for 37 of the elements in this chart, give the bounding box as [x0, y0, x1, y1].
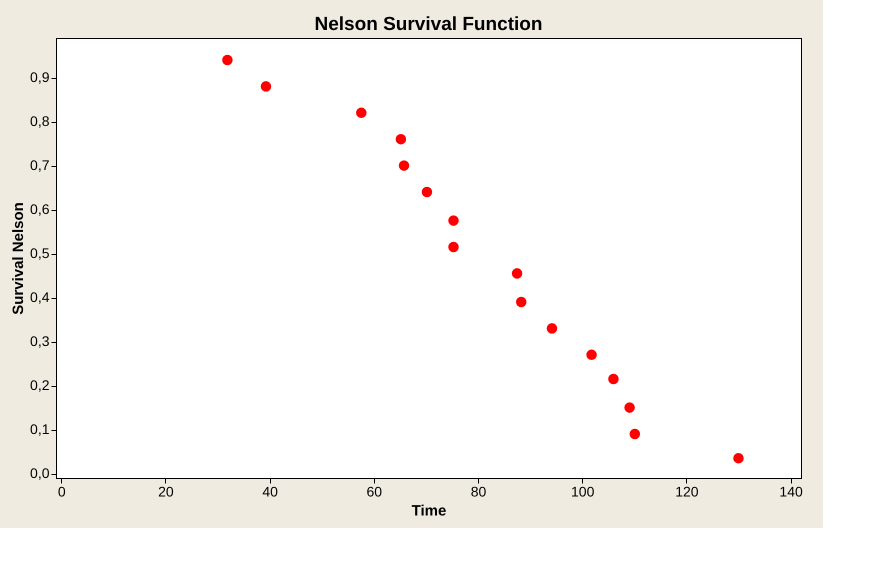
point: [630, 428, 640, 440]
point: [448, 242, 459, 252]
y-tick-label: 0,5: [30, 245, 50, 262]
point: [398, 160, 410, 171]
point: [422, 186, 432, 198]
y-tick-label: 0,0: [30, 465, 50, 482]
y-tick-label: 0,4: [30, 289, 50, 306]
chart-title: Nelson Survival Function: [314, 14, 543, 35]
point: [624, 402, 635, 413]
point: [512, 268, 522, 279]
x-tick-label: 140: [779, 484, 803, 500]
point: [608, 374, 619, 384]
point: [222, 54, 233, 66]
y-axis-title: Survival Nelson: [10, 202, 28, 315]
x-tick-label: 120: [675, 484, 699, 500]
point: [396, 134, 406, 144]
y-tick-label: 0,2: [30, 377, 50, 394]
point: [733, 452, 744, 464]
point: [586, 350, 597, 360]
point: [516, 296, 526, 308]
point: [546, 323, 558, 334]
point: [448, 215, 459, 226]
point: [260, 81, 272, 92]
x-tick-label: 100: [571, 484, 595, 500]
x-tick-label: 40: [262, 484, 278, 500]
y-tick-label: 0,6: [30, 201, 50, 218]
x-tick-label: 20: [158, 484, 174, 500]
x-tick-label: 60: [366, 484, 382, 500]
y-tick-label: 0,9: [30, 69, 50, 86]
point: [356, 108, 367, 118]
y-tick-label: 0,1: [30, 421, 50, 438]
y-tick-label: 0,8: [30, 113, 50, 130]
x-axis-title: Time: [412, 502, 446, 520]
y-tick-label: 0,7: [30, 157, 50, 174]
y-tick-label: 0,3: [30, 333, 50, 350]
x-tick-label: 0: [58, 484, 66, 500]
x-tick-label: 80: [470, 484, 486, 500]
